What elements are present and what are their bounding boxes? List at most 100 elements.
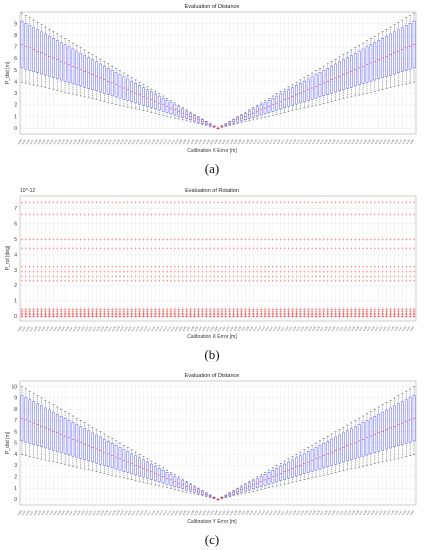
outlier: + (122, 310, 125, 315)
outlier: + (32, 309, 35, 314)
outlier: + (369, 309, 372, 314)
outlier: + (166, 213, 169, 217)
x-tick-label: 0.26 (315, 138, 321, 145)
outlier: + (268, 274, 271, 278)
outlier: + (40, 314, 43, 319)
outlier: + (87, 270, 90, 274)
outlier: + (228, 314, 231, 319)
outlier: + (350, 279, 353, 283)
outlier: + (111, 213, 114, 217)
outlier: + (240, 265, 243, 269)
outlier: + (252, 247, 255, 251)
outlier: + (150, 312, 153, 317)
outlier: + (373, 270, 376, 274)
outlier: + (244, 247, 247, 251)
outlier: + (330, 309, 333, 314)
outlier: + (318, 314, 321, 319)
outlier: + (389, 247, 392, 251)
outlier: + (244, 270, 247, 274)
grid (20, 381, 416, 505)
outlier: + (111, 247, 114, 251)
y-tick-label: 2 (14, 103, 17, 109)
x-tick-label: 0.31 (334, 325, 340, 332)
outlier: + (185, 270, 188, 274)
outlier: + (79, 309, 82, 314)
outlier: + (373, 200, 376, 204)
x-tick-label: 0.40 (370, 509, 376, 516)
outlier: + (248, 265, 251, 269)
outlier: + (248, 310, 251, 315)
outlier: + (405, 312, 408, 317)
outlier: + (28, 213, 31, 217)
outlier: + (154, 237, 157, 241)
outlier: + (389, 314, 392, 319)
outlier: + (72, 247, 75, 251)
x-tick-label: -0.46 (32, 138, 39, 146)
outlier: + (44, 265, 47, 269)
outlier: + (256, 200, 259, 204)
x-tick-label: 0.49 (405, 138, 411, 145)
outlier: + (326, 279, 329, 283)
outlier: + (201, 314, 204, 319)
outlier: + (79, 310, 82, 315)
outlier: + (240, 279, 243, 283)
x-tick-label: 0.21 (295, 325, 301, 332)
outlier: + (52, 200, 55, 204)
x-tick-label: -0.44 (40, 138, 47, 146)
outlier: + (115, 274, 118, 278)
outlier: + (181, 310, 184, 315)
outlier: + (107, 274, 110, 278)
outlier: + (177, 200, 180, 204)
x-tick-label: -0.39 (60, 138, 67, 146)
outlier: + (358, 270, 361, 274)
outlier: + (150, 265, 153, 269)
outlier: + (146, 279, 149, 283)
outlier: + (330, 314, 333, 319)
outlier: + (56, 314, 59, 319)
outlier: + (385, 265, 388, 269)
x-tick-label: -0.24 (118, 509, 125, 517)
chart-title: Evaluation of Rotation (185, 188, 239, 194)
outlier: + (150, 247, 153, 251)
outlier: + (342, 265, 345, 269)
outlier: + (350, 314, 353, 319)
outlier: + (197, 312, 200, 317)
x-tick-label: 0.47 (397, 138, 403, 145)
x-tick-label: -0.15 (154, 325, 161, 333)
outlier: + (91, 314, 94, 319)
outlier: + (24, 314, 27, 319)
x-tick-label: -0.33 (83, 138, 90, 146)
x-tick-label: 0.44 (385, 509, 391, 516)
outlier: + (91, 312, 94, 317)
x-tick-label: -0.44 (40, 509, 47, 517)
outlier: + (32, 247, 35, 251)
outlier: + (393, 309, 396, 314)
y-tick-label: 4 (14, 452, 17, 458)
outlier: + (306, 310, 309, 315)
outlier: + (197, 213, 200, 217)
outlier: + (334, 312, 337, 317)
outlier: + (330, 247, 333, 251)
outlier: + (299, 237, 302, 241)
outlier: + (287, 274, 290, 278)
outlier: + (185, 237, 188, 241)
outlier: + (225, 274, 228, 278)
x-tick-label: 0.21 (295, 138, 301, 145)
outlier: + (197, 265, 200, 269)
x-tick-label: 0.50 (409, 509, 415, 516)
x-tick-label: 0.45 (389, 325, 395, 332)
outlier: + (323, 200, 326, 204)
outlier: + (342, 270, 345, 274)
outlier: + (189, 274, 192, 278)
outlier: + (357, 307, 360, 312)
box-series: ++++++++++++++++++++++++++++++++++++++++… (20, 200, 415, 318)
outlier: + (115, 270, 118, 274)
outlier: + (126, 312, 129, 317)
x-tick-label: 0.00 (213, 138, 219, 145)
outlier: + (334, 265, 337, 269)
outlier: + (72, 274, 75, 278)
outlier: + (170, 213, 173, 217)
outlier: + (401, 237, 404, 241)
outlier: + (256, 274, 259, 278)
outlier: + (283, 270, 286, 274)
